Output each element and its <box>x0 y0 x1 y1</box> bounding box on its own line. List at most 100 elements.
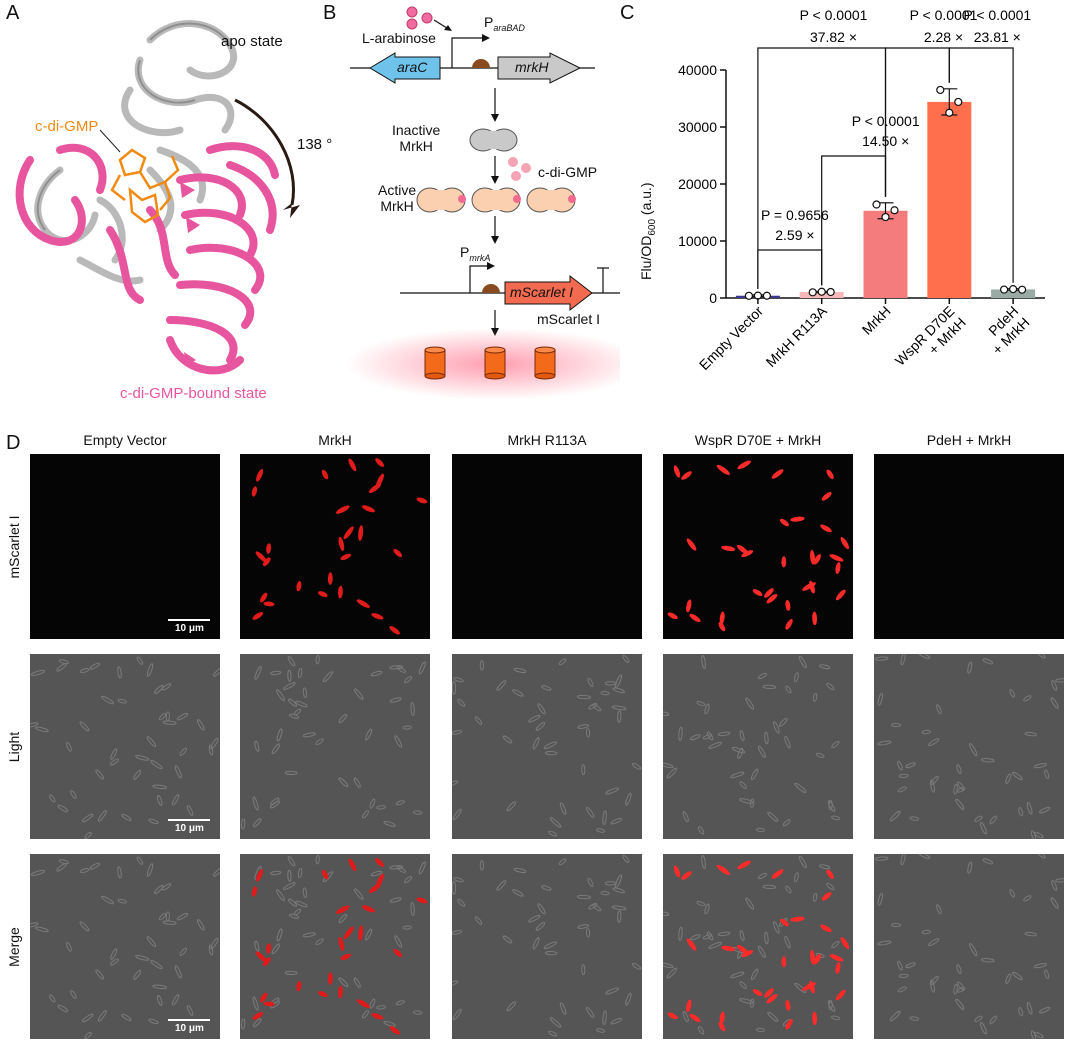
fluorescent-bacterium <box>718 621 726 632</box>
fluorescent-bacterium <box>736 544 749 554</box>
bacterium-outline <box>528 914 541 923</box>
panel-letter-b: B <box>323 2 337 24</box>
bacterium-outline <box>794 982 807 994</box>
bacterium-outline <box>625 792 632 806</box>
cdigmp-dot <box>511 171 521 181</box>
mscarlet-barrels <box>424 346 556 380</box>
bacterium-outline <box>361 1010 370 1019</box>
bacterium-outline <box>909 816 920 821</box>
panel-b-circuit <box>330 0 645 400</box>
bound-ribbon <box>15 142 279 375</box>
fluorescent-bacterium <box>681 471 692 480</box>
bacterium-outline <box>389 697 402 703</box>
fold-change-label: 23.81 × <box>974 29 1021 45</box>
bacterium-outline <box>161 883 172 891</box>
bacterium-outline <box>877 892 883 906</box>
bacterium-outline <box>79 921 90 932</box>
circuit-diagram <box>345 6 645 400</box>
fluorescent-bacterium <box>340 553 352 561</box>
bacterium-outline <box>353 888 364 900</box>
bacterium-outline <box>750 768 759 781</box>
ligand-label: c-di-GMP <box>35 118 99 135</box>
fluorescent-bacterium <box>835 962 841 975</box>
fluorescent-bacterium <box>821 892 832 901</box>
bacterium-outline <box>1038 806 1051 814</box>
fluorescent-bacterium <box>821 492 832 501</box>
bacterium-outline <box>702 934 712 940</box>
data-point <box>881 212 890 222</box>
bacterium-outline <box>898 973 909 978</box>
bacterium-outline <box>793 672 799 683</box>
bacterium-outline <box>403 676 413 684</box>
bacterium-outline <box>150 960 163 970</box>
arabinose-dot <box>406 6 418 18</box>
fluorescent-bacterium <box>686 599 692 613</box>
bacterium-outline <box>592 904 602 912</box>
bacterium-outline <box>708 941 722 949</box>
bacterium-outline <box>762 684 777 690</box>
bound-state-label: c-di-GMP-bound state <box>120 385 267 402</box>
fluorescent-bacterium <box>263 1001 275 1007</box>
fluorescent-bacterium <box>809 580 815 594</box>
bacterium-outline <box>535 722 546 731</box>
bacterium-outline <box>730 971 745 979</box>
bacterium-outline <box>696 700 706 707</box>
bacterium-outline <box>614 674 622 689</box>
bacterium-outline <box>276 728 283 742</box>
bacterium-outline <box>794 782 807 794</box>
data-point <box>1009 285 1018 294</box>
bacterium-outline <box>479 860 484 871</box>
bacterium-outline <box>512 889 524 897</box>
bacterium-outline <box>921 929 931 935</box>
bacterium-outline <box>452 730 462 735</box>
bacterium-outline <box>666 767 678 779</box>
bacterium-outline <box>586 1007 595 1018</box>
bacterium-outline <box>452 930 462 935</box>
bacterium-outline <box>208 744 214 756</box>
fluorescent-bacterium <box>358 525 364 541</box>
bacterium-outline <box>548 1030 558 1037</box>
bacterium-outline <box>682 811 689 822</box>
bacterium-outline <box>81 1013 94 1023</box>
arac-gene-arrow <box>369 52 441 84</box>
bacterium-outline <box>666 967 678 979</box>
bacterium-outline <box>253 1018 262 1028</box>
bacterium-outline <box>95 969 105 980</box>
bacterium-outline <box>158 912 167 921</box>
bacterium-outline <box>84 831 92 839</box>
bacterium-outline <box>457 698 466 707</box>
bacterium-outline <box>79 721 90 732</box>
bacterium-outline <box>1009 888 1016 898</box>
p-value-label: P < 0.0001 <box>963 7 1031 23</box>
fold-change-label: 37.82 × <box>810 29 857 45</box>
bacterium-outline <box>1012 771 1023 781</box>
fluorescent-bacterium <box>266 543 272 554</box>
bacterium-outline <box>953 983 958 995</box>
bacterium-outline <box>270 670 282 676</box>
bacterium-outline <box>682 1011 689 1022</box>
bacterium-outline <box>956 764 962 775</box>
fluorescent-bacterium <box>260 992 268 1003</box>
bacterium-outline <box>663 762 674 769</box>
bacterium-outline <box>989 1015 997 1025</box>
bacterium-outline <box>162 720 177 725</box>
bacterium-outline <box>1023 895 1032 902</box>
bacterium-outline <box>592 704 602 712</box>
bacterium-outline <box>338 977 349 988</box>
bar <box>927 101 972 298</box>
bacterium-outline <box>58 859 69 865</box>
bacterium-outline <box>543 941 558 950</box>
fluorescent-bacterium <box>318 591 328 598</box>
bacterium-outline <box>532 737 540 750</box>
bacterium-outline <box>1035 654 1046 659</box>
fluorescent-bacterium <box>752 989 763 997</box>
fluorescent-bacterium <box>810 549 816 565</box>
bacterium-outline <box>95 769 105 780</box>
bacterium-outline <box>757 945 766 958</box>
bacterium-outline <box>353 977 361 988</box>
apo-ribbon-edges <box>36 22 231 231</box>
bacterium-outline <box>1012 971 1023 981</box>
bacterium-outline <box>905 762 916 769</box>
bacterium-outline <box>315 854 320 865</box>
bacterium-outline <box>57 804 69 813</box>
